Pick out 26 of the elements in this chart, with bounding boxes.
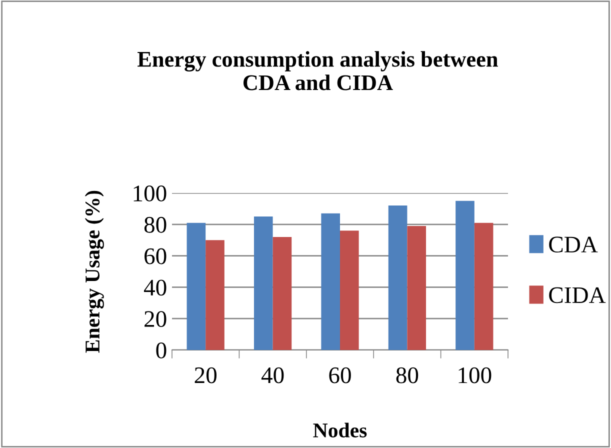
y-tick-label: 60 [144,248,166,264]
chart-title: Energy consumption analysis between CDA and CIDA [138,51,498,90]
legend-label: CIDA [549,287,606,304]
bar [186,222,206,350]
x-tick-label: 60 [329,367,351,384]
y-tick-label: 40 [144,280,166,296]
x-tick-label: 20 [194,367,217,384]
legend-label: CDA [549,236,598,253]
x-tick-label: 40 [261,367,284,384]
x-axis-title: Nodes [313,422,367,438]
y-tick-label: 100 [134,185,166,202]
bar [272,236,292,350]
bar [254,216,273,350]
y-axis-title: Energy Usage (%) [84,190,104,353]
bar [206,240,224,350]
bar [388,206,408,350]
bar [321,213,340,350]
y-tick-label: 20 [144,311,166,328]
y-tick-label: 80 [144,216,166,233]
x-tick-label: 80 [396,367,418,384]
bar [407,226,426,350]
x-tick-label: 100 [458,367,492,384]
y-tick-label: 0 [156,342,166,358]
bar [456,200,474,350]
bar [340,230,359,350]
bar [474,222,494,350]
